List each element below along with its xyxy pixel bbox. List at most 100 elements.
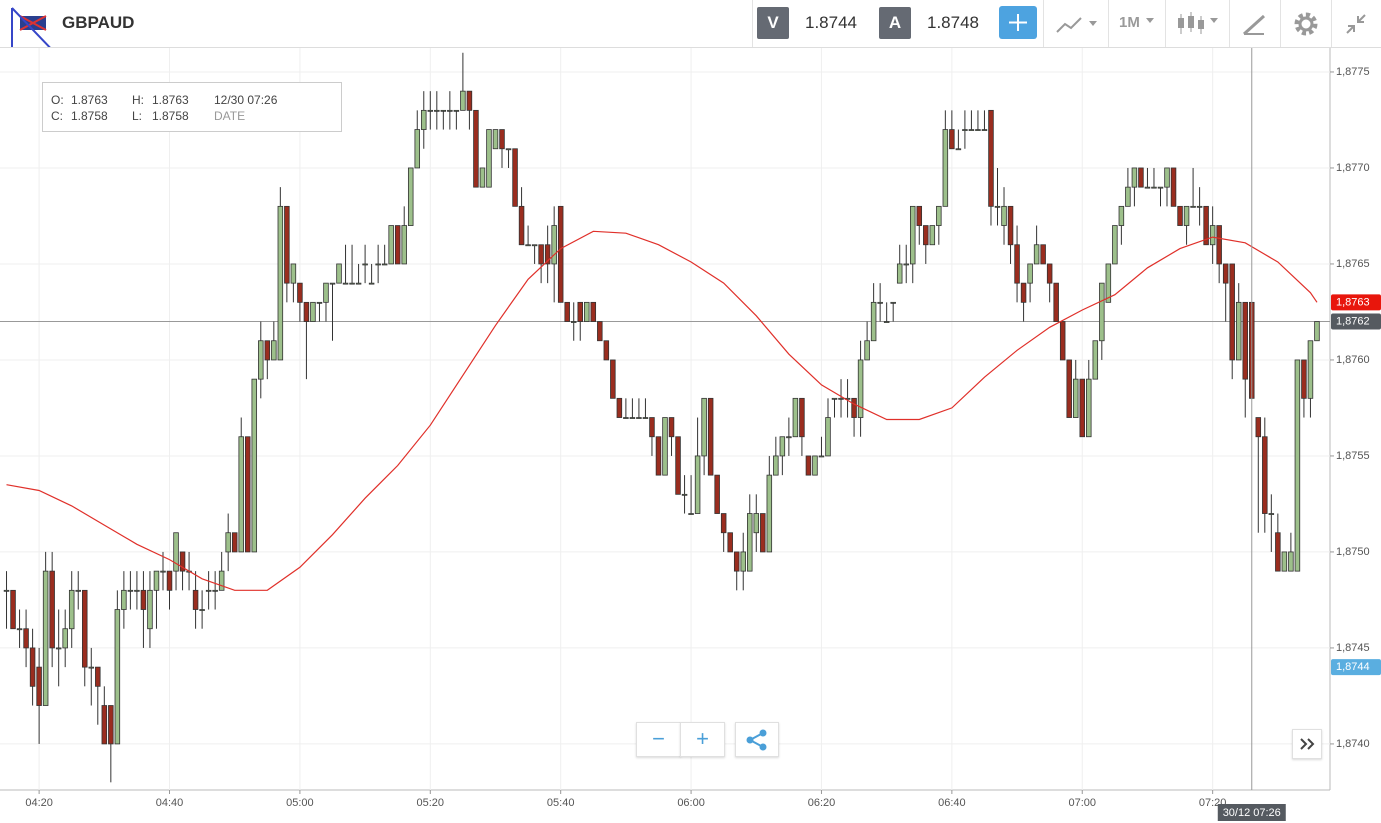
collapse-button[interactable] (1344, 12, 1368, 36)
candle-body (1242, 301, 1248, 380)
candle-body (531, 244, 538, 247)
candle-body (1138, 167, 1144, 188)
price-tag-label: 1,8744 (1336, 661, 1370, 673)
candle-body (1281, 551, 1288, 572)
y-tick-label: 1,8775 (1336, 66, 1370, 78)
separator (1043, 0, 1044, 47)
info-value: 1.8763 (71, 93, 108, 107)
candle-body (818, 455, 825, 458)
candle-body (825, 417, 831, 457)
candle-body (114, 609, 121, 745)
candle-body (1020, 282, 1027, 303)
candle-body (427, 109, 434, 112)
candle-body (375, 263, 381, 266)
info-label: O: (51, 93, 64, 107)
candle-body (1157, 186, 1164, 189)
candle-body (23, 628, 29, 649)
candle-body (1079, 378, 1086, 438)
candle-body (551, 225, 557, 265)
x-tick-label: 05:20 (417, 797, 445, 809)
candle-body (720, 513, 727, 534)
candle-body (355, 282, 362, 285)
candle-body (1255, 417, 1262, 438)
candle-body (616, 397, 623, 418)
candle-body (453, 109, 460, 112)
candle-body (792, 397, 799, 438)
info-date: 12/30 07:26 (214, 93, 278, 107)
candle-body (831, 397, 838, 400)
separator (752, 0, 753, 47)
candle-body (231, 532, 238, 553)
timeframe-button[interactable]: 1M (1119, 14, 1140, 31)
candle-body (544, 244, 551, 265)
candle-body (166, 570, 173, 591)
zoom-out-button[interactable]: − (636, 722, 681, 757)
price-tag (1331, 659, 1381, 676)
candle-body (1203, 205, 1209, 246)
candle-body (1131, 167, 1138, 188)
candle-type-button[interactable] (1176, 10, 1222, 38)
candle-body (407, 167, 414, 226)
price-tag (1331, 294, 1381, 311)
x-tick-label: 05:00 (286, 797, 314, 809)
logo (11, 7, 51, 47)
candle-body (629, 417, 636, 419)
buy-button[interactable]: A (879, 7, 911, 39)
candle-body (394, 225, 401, 265)
candle-body (1125, 186, 1131, 207)
candle-body (1040, 244, 1046, 265)
candle-body (284, 205, 290, 284)
scroll-right-button[interactable] (1292, 729, 1322, 759)
candle-body (336, 263, 342, 284)
candle-body (870, 301, 877, 342)
share-button[interactable] (735, 722, 779, 757)
candle-body (179, 551, 186, 572)
candle-body (466, 90, 473, 111)
candle-body (701, 397, 707, 457)
candle-body (108, 705, 114, 745)
candle-body (623, 417, 629, 419)
candle-body (942, 129, 949, 207)
separator (1108, 0, 1109, 47)
candle-body (218, 570, 225, 591)
candle-body (851, 397, 857, 418)
crosshair-button[interactable] (999, 6, 1037, 39)
candle-body (936, 205, 942, 226)
zoom-in-button[interactable]: + (680, 722, 725, 757)
candle-body (414, 129, 421, 169)
candle-body (88, 666, 95, 669)
candle-body (258, 340, 264, 380)
candle-body (29, 647, 36, 687)
candle-body (381, 263, 388, 266)
sell-button[interactable]: V (757, 7, 789, 39)
info-label: C: (51, 109, 63, 123)
candle-body (968, 129, 975, 131)
candle-body (1014, 244, 1020, 284)
draw-button[interactable] (1242, 12, 1268, 36)
settings-button[interactable] (1293, 11, 1319, 37)
candle-body (1027, 263, 1033, 284)
candle-body (486, 129, 492, 188)
candle-body (303, 301, 310, 322)
candle-body (610, 359, 616, 399)
candle-body (890, 301, 896, 304)
candle-body (1288, 551, 1294, 572)
candle-body (564, 301, 570, 322)
candle-body (747, 513, 753, 572)
crosshair-label-box (1217, 804, 1286, 821)
y-tick-label: 1,8755 (1336, 450, 1370, 462)
candle-body (1059, 321, 1066, 361)
candle-body (1053, 282, 1059, 322)
candle-body (1222, 263, 1229, 284)
candle-body (681, 493, 688, 496)
candle-body (134, 589, 140, 592)
candle-body (773, 455, 779, 476)
candle-body (1314, 321, 1320, 342)
candle-body (1007, 205, 1014, 246)
candle-body (981, 129, 988, 131)
candle-body (805, 455, 812, 476)
candle-body (864, 340, 870, 361)
chart-type-button[interactable] (1055, 12, 1101, 36)
candle-body (1216, 225, 1222, 265)
candle-body (225, 532, 231, 553)
